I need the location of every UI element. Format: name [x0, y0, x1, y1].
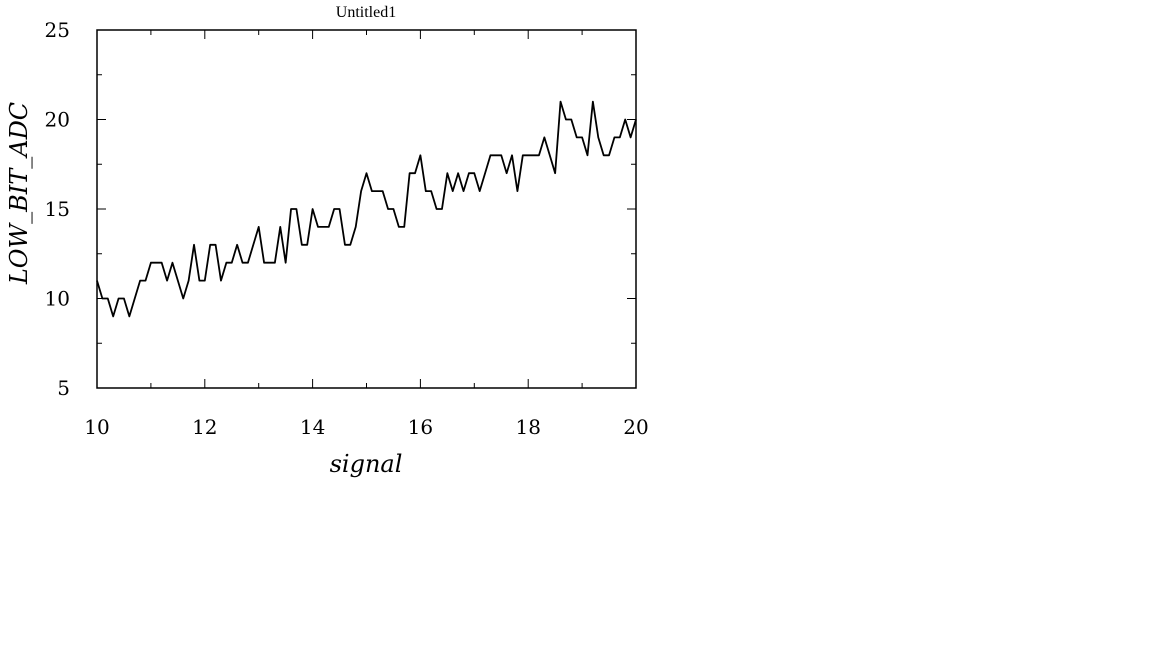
x-axis: 10 12 14 16 18 20 — [84, 30, 649, 439]
y-tick-label: 15 — [45, 197, 70, 221]
x-tick-label: 10 — [84, 415, 109, 439]
y-tick-label: 5 — [57, 376, 70, 400]
x-tick-label: 12 — [192, 415, 217, 439]
series-line-0 — [96, 100, 637, 318]
x-tick-label: 14 — [300, 415, 325, 439]
y-axis-label: LOW_BIT_ADC — [5, 102, 33, 285]
x-axis-label: signal — [330, 450, 403, 478]
y-tick-label: 10 — [45, 287, 70, 311]
x-tick-label: 20 — [623, 415, 648, 439]
x-tick-label: 16 — [408, 415, 433, 439]
x-tick-label: 18 — [515, 415, 540, 439]
chart-title: Untitled1 — [336, 4, 396, 21]
series-group — [96, 100, 637, 318]
plot-frame — [96, 29, 637, 389]
y-tick-label: 25 — [45, 18, 70, 42]
y-tick-label: 20 — [45, 108, 70, 132]
y-axis: 5 10 15 20 25 — [45, 18, 636, 400]
